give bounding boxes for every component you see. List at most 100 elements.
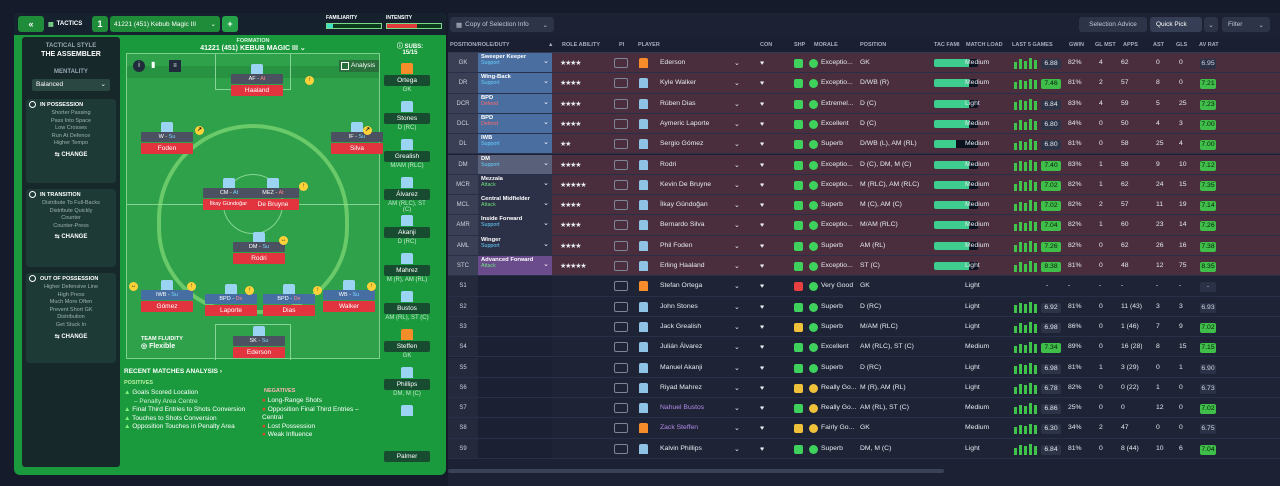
table-row[interactable]: STC Advanced Forward Attack ⌄ ★★★★★ Erling Ha… (448, 256, 1280, 277)
player-instructions-icon[interactable] (614, 301, 628, 312)
table-row[interactable]: S3 Jack Grealish ⌄ ♥ Superb M/AM (RLC) Light 6.… (448, 316, 1280, 338)
quick-pick-button[interactable]: Quick Pick (1150, 17, 1202, 32)
role-duty-select[interactable]: DM Support ⌄ (478, 154, 552, 174)
player-name[interactable]: Sergio Gómez (660, 140, 704, 148)
out-of-possession-change-button[interactable]: ⇆ CHANGE (26, 330, 116, 343)
chevron-down-icon[interactable]: ⌄ (734, 323, 740, 331)
sub-slot[interactable]: Bustos AM (RL), ST (C) (384, 291, 430, 321)
player-instructions-icon[interactable] (614, 382, 628, 393)
col-morale[interactable]: MORALE (814, 42, 838, 48)
player-slot-dm[interactable]: DM - Su Rodri (233, 232, 285, 264)
sub-slot[interactable]: Ortega GK (384, 63, 430, 93)
role-duty-select[interactable]: Wing-Back Support ⌄ (478, 73, 552, 93)
table-row[interactable]: S7 Nahuel Bustos ⌄ ♥ Really Go... AM (RL), ST… (448, 398, 1280, 419)
table-row[interactable]: S6 Riyad Mahrez ⌄ ♥ Really Go... M (R), AM (R… (448, 377, 1280, 399)
player-slot-iwb[interactable]: IWB - Su Gómez (141, 280, 193, 312)
analysis-toggle[interactable]: Analysis (339, 60, 379, 72)
add-tactic-button[interactable]: + (222, 16, 238, 32)
col-gwin[interactable]: GWIN (1069, 42, 1084, 48)
player-instructions-icon[interactable] (614, 58, 628, 68)
quick-pick-dropdown[interactable]: ⌄ (1204, 17, 1218, 32)
table-row[interactable]: DCR BPD Defend ⌄ ★★★★ Rúben Dias ⌄ ♥ Extremel...… (448, 93, 1280, 114)
player-instructions-icon[interactable] (614, 98, 628, 109)
table-row[interactable]: S2 John Stones ⌄ ♥ Superb D (RC) Light 6.92 81% 0… (448, 296, 1280, 317)
chevron-down-icon[interactable]: ⌄ (734, 161, 740, 169)
table-row[interactable]: S5 Manuel Akanji ⌄ ♥ Superb D (RC) Light 6.98 81… (448, 357, 1280, 378)
player-instructions-icon[interactable] (614, 118, 628, 129)
bar-chart-icon[interactable]: ▮ (151, 60, 156, 69)
chevron-down-icon[interactable]: ⌄ (734, 384, 740, 392)
col-position[interactable]: POSITION (860, 42, 887, 48)
player-name[interactable]: Bernardo Silva (660, 221, 705, 229)
player-name[interactable]: Kyle Walker (660, 79, 697, 87)
formation-select[interactable]: 41221 (451) KEBUB MAGIC III ⌄ (126, 44, 380, 52)
sort-icon[interactable]: ▲ (548, 42, 554, 48)
player-slot-sk[interactable]: SK - Su Ederson (233, 326, 285, 358)
role-duty-select[interactable]: Central Midfielder Attack ⌄ (478, 195, 552, 215)
table-row[interactable]: AML Winger Support ⌄ ★★★★ Phil Foden ⌄ ♥ Superb A… (448, 235, 1280, 256)
sub-slot[interactable]: Akanji D (RC) (384, 215, 430, 245)
player-instructions-icon[interactable] (614, 281, 628, 292)
player-instructions-icon[interactable] (614, 220, 628, 231)
filter-button[interactable]: Filter ⌄ (1222, 17, 1270, 32)
chevron-down-icon[interactable]: ⌄ (734, 405, 740, 413)
info-icon[interactable]: i (133, 60, 145, 72)
chevron-down-icon[interactable]: ⌄ (734, 222, 740, 230)
player-name[interactable]: Kevin De Bruyne (660, 180, 712, 188)
player-slot-wb[interactable]: WB - Su Walker (323, 280, 375, 312)
player-slot-if[interactable]: IF - Su Silva (331, 122, 383, 154)
table-row[interactable]: DM DM Support ⌄ ★★★★ Rodri ⌄ ♥ Exceptio... D (C),… (448, 154, 1280, 175)
player-instructions-icon[interactable] (614, 423, 628, 434)
list-icon[interactable]: ≡ (169, 60, 181, 72)
chevron-down-icon[interactable]: ⌄ (734, 242, 740, 250)
player-name[interactable]: Julián Álvarez (660, 343, 703, 351)
player-slot-cm[interactable]: CM - At İlkay Gündoğan (203, 178, 255, 210)
sub-slot[interactable]: Mahrez M (R), AM (RL) (384, 253, 430, 283)
col-match-load[interactable]: MATCH LOAD (966, 42, 1003, 48)
table-row[interactable]: DL IWB Support ⌄ ★★ Sergio Gómez ⌄ ♥ Superb D/WB … (448, 134, 1280, 155)
player-instructions-icon[interactable] (614, 159, 628, 170)
chevron-down-icon[interactable]: ⌄ (734, 120, 740, 128)
col-role-ability[interactable]: ROLE ABILITY (562, 42, 600, 48)
horizontal-scrollbar[interactable] (448, 469, 944, 473)
sub-slot[interactable]: Phillips DM, M (C) (384, 367, 430, 397)
col-shp[interactable]: SHP (794, 42, 806, 48)
chevron-down-icon[interactable]: ⌄ (734, 364, 740, 372)
player-instructions-icon[interactable] (614, 362, 628, 373)
player-name[interactable]: Aymeric Laporte (660, 119, 710, 127)
player-instructions-icon[interactable] (614, 443, 628, 454)
player-instructions-icon[interactable] (614, 321, 628, 332)
player-name[interactable]: Riyad Mahrez (660, 383, 702, 391)
col-position-role-duty[interactable]: POSITION/ROLE/DUTY (450, 42, 510, 48)
chevron-down-icon[interactable]: ⌄ (734, 80, 740, 88)
table-row[interactable]: S9 Kalvin Phillips ⌄ ♥ Superb DM, M (C) Light 6… (448, 438, 1280, 459)
chevron-down-icon[interactable]: ⌄ (734, 303, 740, 311)
role-duty-select[interactable]: Inside Forward Support ⌄ (478, 215, 552, 235)
chevron-down-icon[interactable]: ⌄ (734, 283, 740, 291)
role-duty-select[interactable]: IWB Support ⌄ (478, 134, 552, 154)
player-name[interactable]: Rodri (660, 160, 677, 168)
player-name[interactable]: Manuel Akanji (660, 363, 703, 371)
player-name[interactable]: John Stones (660, 302, 698, 310)
col-pi[interactable]: PI (619, 42, 625, 48)
role-duty-select[interactable]: Mezzala Attack ⌄ (478, 174, 552, 195)
chevron-down-icon[interactable]: ⌄ (734, 100, 740, 108)
player-name[interactable]: Kalvin Phillips (660, 444, 702, 452)
table-row[interactable]: S1 Stefan Ortega ⌄ ♥ Very Good GK Light - - - - - - - (448, 276, 1280, 297)
sub-slot[interactable]: Steffen GK (384, 329, 430, 359)
role-duty-select[interactable]: Winger Support ⌄ (478, 235, 552, 255)
chevron-down-icon[interactable]: ⌄ (734, 344, 740, 352)
col-tac-fami[interactable]: TAC FAMI (934, 42, 960, 48)
role-duty-select[interactable]: BPD Defend ⌄ (478, 93, 552, 113)
col-last-5-games[interactable]: LAST 5 GAMES (1012, 42, 1053, 48)
selection-advice-button[interactable]: Selection Advice (1079, 17, 1147, 32)
role-duty-select[interactable]: Sweeper Keeper Support ⌄ (478, 53, 552, 73)
col-gls[interactable]: GLS (1176, 42, 1188, 48)
player-instructions-icon[interactable] (614, 240, 628, 251)
player-name[interactable]: Zack Steffen (660, 424, 699, 432)
player-slot-w[interactable]: W - Su Foden (141, 122, 193, 154)
analysis-link[interactable]: RECENT MATCHES ANALYSIS › (124, 368, 380, 375)
player-instructions-icon[interactable] (614, 200, 628, 211)
role-duty-select[interactable]: Advanced Forward Attack ⌄ (478, 256, 552, 276)
player-name[interactable]: Jack Grealish (660, 322, 702, 330)
